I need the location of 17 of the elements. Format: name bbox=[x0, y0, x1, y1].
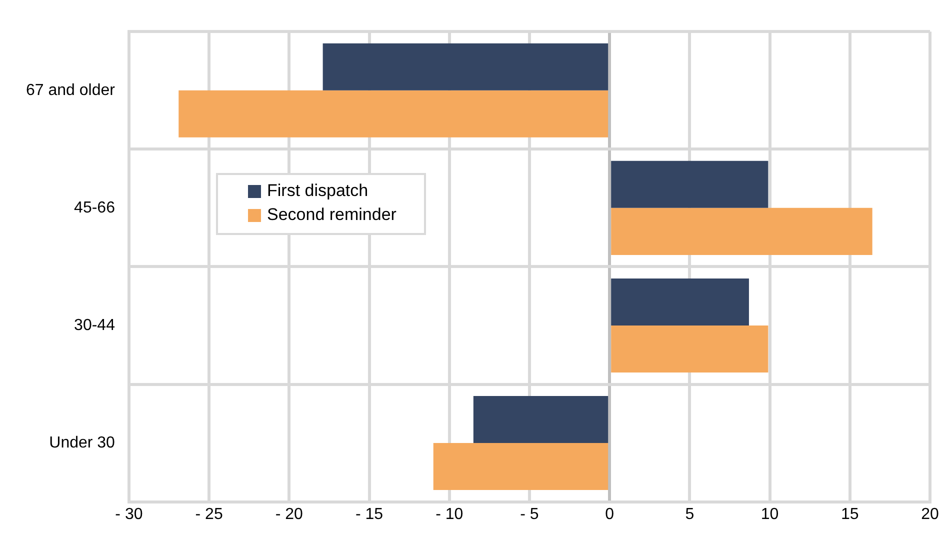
x-tick-label: - 15 bbox=[355, 506, 384, 523]
legend-label: First dispatch bbox=[267, 180, 368, 202]
x-tick-label: - 30 bbox=[115, 506, 143, 523]
x-tick-label: 10 bbox=[760, 506, 779, 523]
y-tick-label: Under 30 bbox=[49, 434, 116, 452]
x-tick-label: - 5 bbox=[520, 506, 539, 523]
x-tick-label: - 20 bbox=[275, 506, 304, 523]
x-tick-label: - 10 bbox=[436, 506, 464, 523]
x-tick-label: 15 bbox=[841, 506, 859, 523]
x-tick-label: 5 bbox=[685, 506, 694, 523]
y-tick-label: 30-44 bbox=[74, 316, 116, 334]
y-tick-label: 67 and older bbox=[26, 82, 116, 99]
legend-label: Second reminder bbox=[267, 204, 396, 226]
y-tick-label: 45-66 bbox=[74, 199, 116, 216]
x-tick-label: - 25 bbox=[195, 506, 223, 523]
x-tick-label: 20 bbox=[921, 506, 939, 523]
x-tick-label: 0 bbox=[605, 506, 614, 523]
